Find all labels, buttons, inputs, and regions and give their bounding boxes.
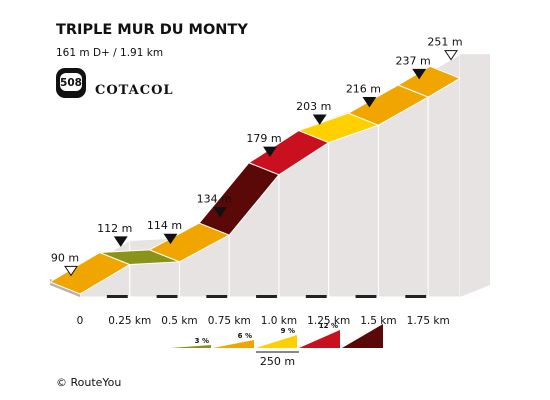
x-tick-label: 1.5 km	[360, 315, 396, 327]
elevation-marker	[263, 146, 277, 158]
legend-label: 12 %	[319, 322, 338, 330]
elevation-marker	[312, 114, 327, 125]
elevation-marker	[362, 97, 377, 108]
x-tick-bar	[156, 295, 178, 298]
elevation-marker	[163, 233, 178, 245]
profile-area	[48, 53, 490, 298]
elevation-marker	[113, 236, 128, 247]
elevation-label: 134 m	[197, 192, 232, 205]
elevation-markers: 90 m 112 m 114 m 134 m 179 m 203 m 216 m 237 m 2…	[51, 36, 463, 277]
x-tick-bar	[355, 295, 377, 298]
x-tick-label: 1.75 km	[407, 315, 450, 327]
chart-title: TRIPLE MUR DU MONTY	[56, 22, 248, 38]
elevation-label: 179 m	[246, 132, 281, 145]
elevation-label: 237 m	[396, 54, 431, 67]
cotacol-brand: COTACOL	[95, 83, 174, 98]
legend-label: 6 %	[238, 332, 252, 340]
legend-bar-3-6	[213, 340, 254, 348]
gradient-legend: 3 % 6 % 9 % 12 % 250 m	[170, 322, 383, 368]
legend-label: 9 %	[281, 327, 295, 335]
x-tick-label: 0.25 km	[108, 315, 151, 327]
elevation-label: 216 m	[346, 83, 381, 96]
legend-bar-9-12	[299, 330, 340, 348]
x-tick-bar	[206, 295, 228, 298]
legend-bar-6-9	[256, 335, 297, 348]
cotacol-logo: 508 COTACOL	[56, 68, 174, 98]
x-tick-label: 0	[77, 315, 84, 327]
profile-right-face	[460, 54, 490, 298]
legend-scale-label: 250 m	[260, 355, 295, 368]
elevation-marker	[64, 265, 78, 277]
routeyou-credit: © RouteYou	[56, 376, 121, 389]
x-tick-label: 0.75 km	[208, 315, 251, 327]
legend-bar-0-3	[170, 345, 211, 348]
legend-bar-12+	[342, 324, 383, 348]
elevation-label: 251 m	[427, 36, 462, 49]
x-tick-bar	[305, 295, 327, 298]
profile-left-face	[50, 282, 80, 297]
elevation-label: 203 m	[296, 100, 331, 113]
cotacol-badge-inner	[60, 73, 82, 91]
legend-label: 3 %	[195, 337, 209, 345]
x-tick-label: 1.0 km	[261, 315, 297, 327]
elevation-label: 112 m	[97, 222, 132, 235]
x-axis: 0 0.25 km 0.5 km 0.75 km 1.0 km 1.25 km 1.5 km…	[77, 294, 450, 327]
elevation-marker	[444, 50, 458, 61]
elevation-label: 114 m	[147, 219, 182, 232]
x-tick-bar	[405, 295, 427, 298]
x-tick-label: 0.5 km	[161, 315, 197, 327]
x-tick-bar	[106, 295, 128, 298]
chart-subtitle: 161 m D+ / 1.91 km	[56, 47, 163, 59]
elevation-marker	[412, 68, 427, 80]
x-tick-bar	[256, 295, 277, 298]
cotacol-number: 508	[60, 77, 82, 89]
x-tick-label: 1.25 km	[307, 315, 350, 327]
elevation-marker	[213, 206, 228, 218]
elevation-label: 90 m	[51, 251, 79, 264]
